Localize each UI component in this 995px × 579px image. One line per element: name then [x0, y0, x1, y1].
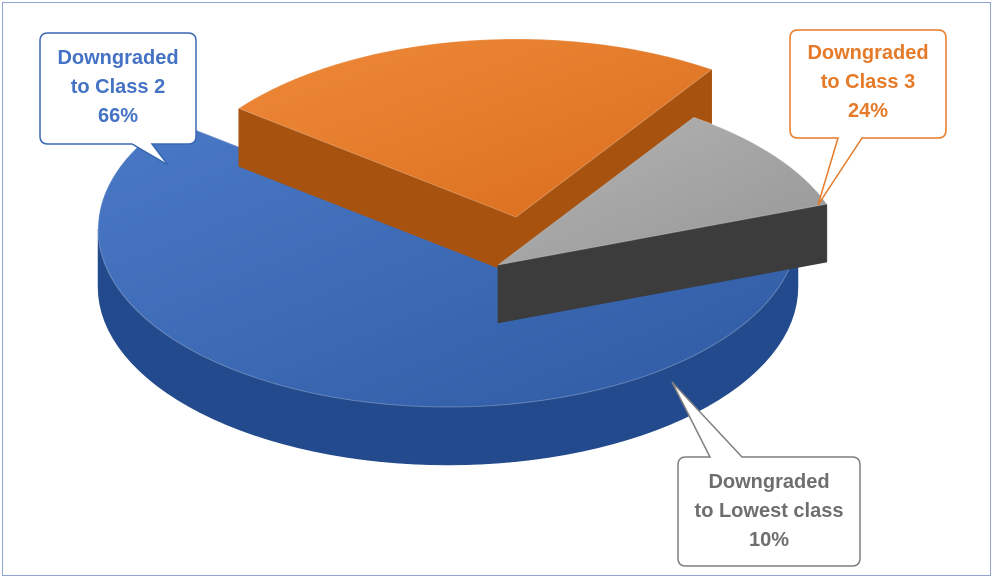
- label-lowest-class-line2: to Lowest class: [695, 500, 844, 522]
- callout-lowest-class: Downgraded to Lowest class 10%: [671, 381, 861, 567]
- callout-class-3-box: [789, 29, 947, 206]
- label-class-3-line2: to Class 3: [821, 71, 915, 93]
- label-class-2-line2: to Class 2: [71, 76, 165, 98]
- pie-slice-class-2-top: [97, 119, 799, 408]
- label-class-2-value: 66%: [98, 105, 138, 127]
- callout-class-2: Downgraded to Class 2 66%: [39, 32, 197, 166]
- pie-slice-lowest-class: [497, 116, 828, 324]
- callout-lowest-class-box: [671, 381, 861, 567]
- label-class-3-value: 24%: [848, 100, 888, 122]
- pie-slice-class-3-top: [237, 38, 713, 218]
- label-class-2-line1: Downgraded: [57, 47, 178, 69]
- callout-class-3: Downgraded to Class 3 24%: [789, 29, 947, 206]
- label-lowest-class-line1: Downgraded: [708, 471, 829, 493]
- label-lowest-class-value: 10%: [749, 529, 789, 551]
- label-class-3-line1: Downgraded: [807, 42, 928, 64]
- callout-class-2-box: [39, 32, 197, 166]
